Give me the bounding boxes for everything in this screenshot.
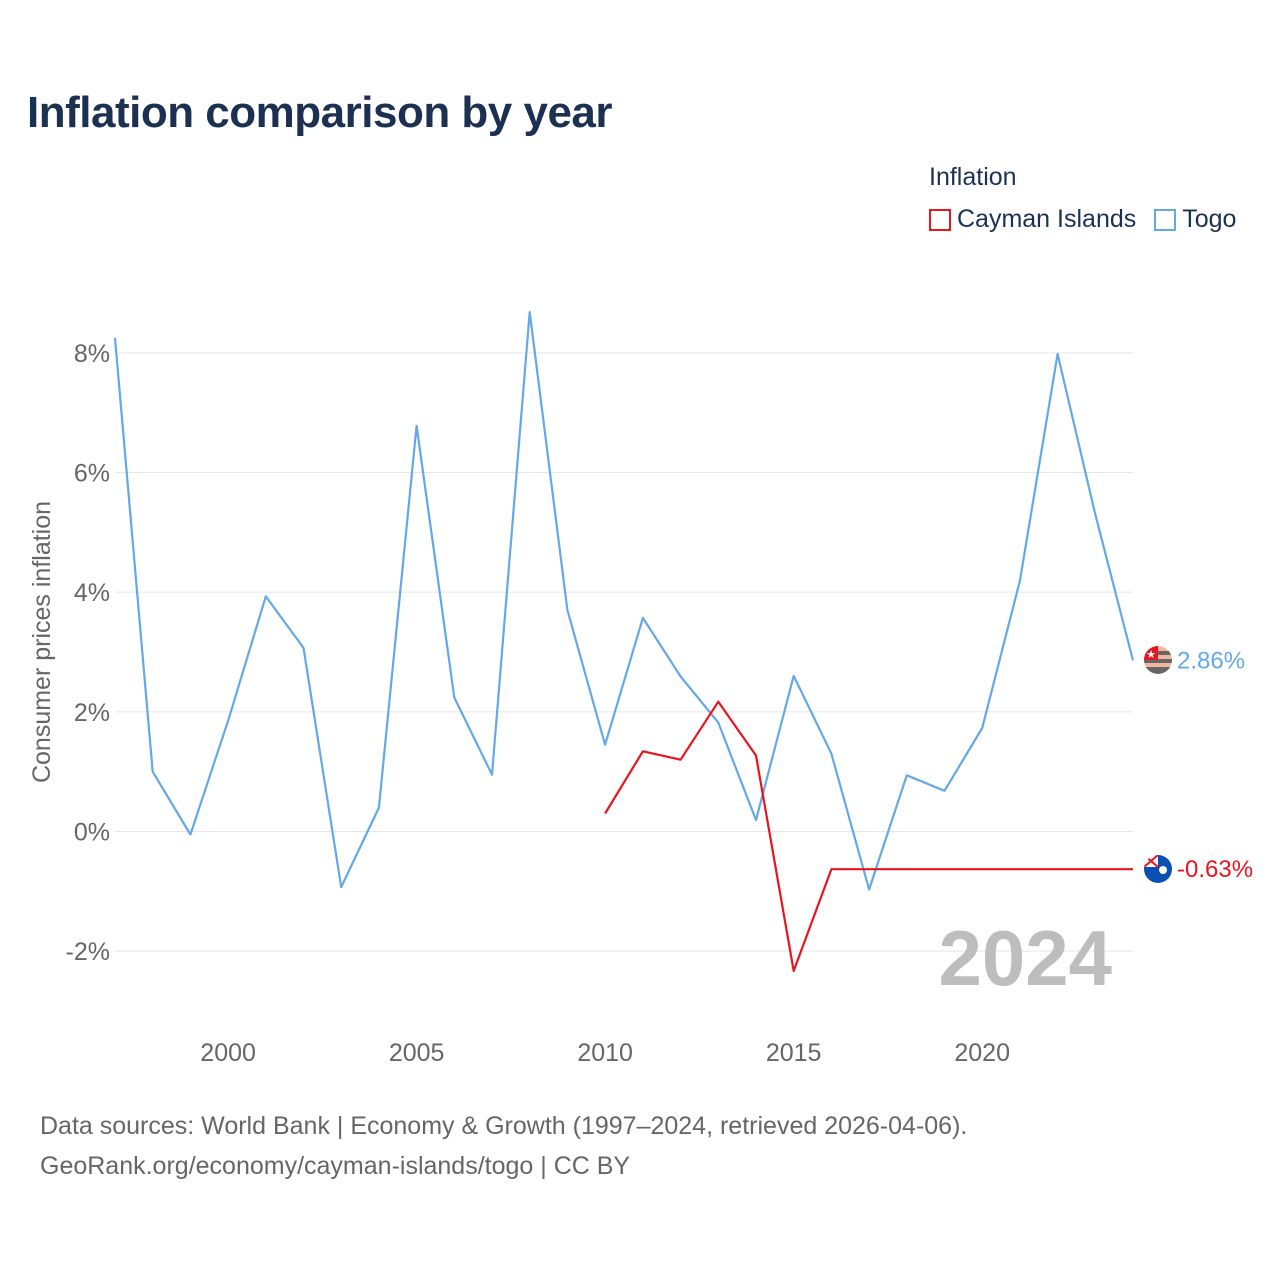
y-tick-label: 0% (74, 819, 110, 847)
x-tick-label: 2020 (954, 1039, 1010, 1067)
data-point-togo[interactable] (452, 696, 456, 700)
inflation-chart: -2% 0% 2% 4% 6% 8% 2000 2005 2010 2015 2020 2024 C… (28, 310, 1253, 1067)
data-point-togo[interactable] (1131, 658, 1135, 662)
data-point-cayman-islands[interactable] (1056, 867, 1060, 871)
data-point-togo[interactable] (490, 773, 494, 777)
data-point-togo[interactable] (302, 646, 306, 650)
data-point-togo[interactable] (113, 336, 117, 340)
data-point-cayman-islands[interactable] (679, 758, 683, 762)
data-point-cayman-islands[interactable] (603, 812, 607, 816)
source-line-1: Data sources: World Bank | Economy & Gro… (40, 1112, 968, 1140)
chart-title: Inflation comparison by year (27, 88, 613, 137)
legend-title: Inflation (929, 163, 1017, 191)
series-line-cayman-islands[interactable] (604, 700, 1133, 973)
data-point-cayman-islands[interactable] (1018, 867, 1022, 871)
data-point-togo[interactable] (339, 885, 343, 889)
data-point-togo[interactable] (188, 833, 192, 837)
x-tick-label: 2000 (200, 1039, 256, 1067)
data-point-togo[interactable] (603, 743, 607, 747)
data-point-togo[interactable] (264, 594, 268, 598)
data-point-togo[interactable] (1056, 352, 1060, 356)
source-line-2[interactable]: GeoRank.org/economy/cayman-islands/togo … (40, 1152, 631, 1180)
svg-text:★: ★ (1146, 648, 1156, 661)
y-axis-label: Consumer prices inflation (28, 501, 56, 783)
data-point-togo[interactable] (1093, 512, 1097, 516)
year-watermark: 2024 (938, 914, 1112, 1002)
data-point-togo[interactable] (716, 721, 720, 725)
cayman-islands-flag-icon (1144, 855, 1172, 883)
x-tick-label: 2005 (389, 1039, 445, 1067)
data-point-togo[interactable] (565, 608, 569, 612)
data-point-cayman-islands[interactable] (716, 700, 720, 704)
end-value-label-togo: 2.86% (1177, 647, 1245, 674)
legend-label-cayman-islands: Cayman Islands (957, 205, 1137, 233)
data-point-togo[interactable] (792, 674, 796, 678)
data-point-cayman-islands[interactable] (792, 969, 796, 973)
data-point-togo[interactable] (905, 773, 909, 777)
data-point-cayman-islands[interactable] (641, 749, 645, 753)
legend-label-togo: Togo (1182, 205, 1237, 233)
y-tick-label: 2% (74, 699, 110, 727)
data-point-togo[interactable] (867, 888, 871, 892)
legend-item-togo[interactable]: Togo (1154, 205, 1236, 234)
data-point-cayman-islands[interactable] (829, 867, 833, 871)
x-tick-label: 2015 (766, 1039, 822, 1067)
y-tick-label: -2% (66, 938, 110, 966)
data-point-cayman-islands[interactable] (943, 867, 947, 871)
data-point-togo[interactable] (377, 806, 381, 810)
data-point-togo[interactable] (943, 789, 947, 793)
data-point-togo[interactable] (829, 752, 833, 756)
x-tick-label: 2010 (577, 1039, 633, 1067)
legend-swatch-cayman-islands (929, 208, 951, 231)
source-note: Data sources: World Bank | Economy & Gro… (40, 1106, 967, 1186)
data-point-togo[interactable] (641, 616, 645, 620)
y-tick-label: 6% (74, 460, 110, 488)
data-point-togo[interactable] (151, 770, 155, 774)
y-tick-label: 8% (74, 340, 110, 368)
data-point-togo[interactable] (415, 424, 419, 428)
data-point-togo[interactable] (679, 675, 683, 679)
data-point-cayman-islands[interactable] (1131, 867, 1135, 871)
legend-swatch-togo (1154, 208, 1177, 231)
data-point-togo[interactable] (226, 719, 230, 723)
data-point-cayman-islands[interactable] (905, 867, 909, 871)
end-value-label-cayman-islands: -0.63% (1177, 856, 1253, 883)
legend-item-cayman-islands[interactable]: Cayman Islands (929, 205, 1136, 234)
data-point-cayman-islands[interactable] (1093, 867, 1097, 871)
data-point-cayman-islands[interactable] (980, 867, 984, 871)
series-line-togo[interactable] (113, 311, 1135, 891)
y-tick-label: 4% (74, 579, 110, 607)
data-point-togo[interactable] (1018, 579, 1022, 583)
data-point-togo[interactable] (754, 818, 758, 822)
data-point-cayman-islands[interactable] (754, 754, 758, 758)
data-point-togo[interactable] (528, 310, 532, 314)
togo-flag-icon: ★ (1144, 646, 1172, 674)
legend: Cayman Islands Togo (929, 205, 1236, 234)
data-point-togo[interactable] (980, 726, 984, 730)
data-point-cayman-islands[interactable] (867, 867, 871, 871)
